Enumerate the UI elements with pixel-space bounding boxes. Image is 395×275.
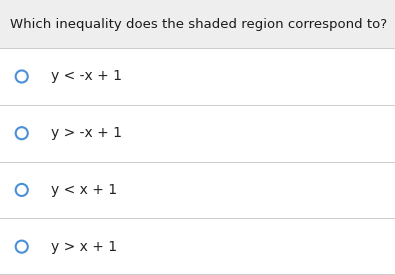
- Text: y < -x + 1: y < -x + 1: [51, 70, 122, 84]
- Text: y > x + 1: y > x + 1: [51, 240, 117, 254]
- Text: y < x + 1: y < x + 1: [51, 183, 117, 197]
- Text: y > -x + 1: y > -x + 1: [51, 126, 122, 140]
- Text: Which inequality does the shaded region correspond to?: Which inequality does the shaded region …: [10, 18, 387, 31]
- FancyBboxPatch shape: [0, 48, 395, 275]
